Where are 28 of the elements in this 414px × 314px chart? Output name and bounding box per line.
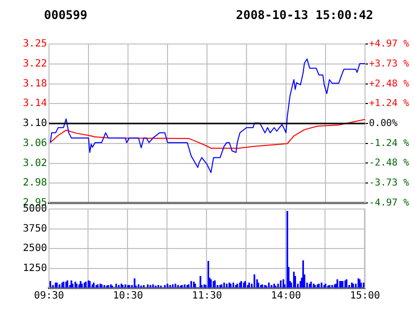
y-tick-label: 1250 — [22, 262, 47, 274]
x-tick-label: 09:30 — [34, 290, 64, 302]
y2-tick-label: -2.48 % — [369, 158, 410, 169]
x-tick-label: 10:30 — [112, 290, 144, 302]
y-tick-label: 3.18 — [22, 78, 47, 90]
y-tick-label: 2500 — [22, 243, 47, 254]
y-tick-label: 3.06 — [22, 138, 47, 149]
x-tick-label: 11:30 — [192, 290, 222, 302]
y-tick-label: 3.22 — [22, 58, 47, 70]
y2-tick-label: +1.24 % — [369, 98, 410, 110]
y-tick-label: 3.14 — [22, 98, 47, 110]
y2-tick-label: +4.97 % — [369, 38, 410, 50]
y-tick-label: 3.02 — [22, 158, 47, 169]
y2-tick-label: +3.73 % — [369, 58, 410, 70]
chart-subtitle: 2008-10-13 15:00:42 — [236, 8, 374, 22]
x-tick-label: 15:00 — [350, 290, 380, 302]
y-tick-label: 3.10 — [22, 118, 47, 130]
x-tick-label: 14:00 — [270, 290, 302, 302]
y2-tick-label: 0.00% — [369, 118, 398, 129]
y-tick-label: 5000 — [22, 204, 47, 215]
y2-tick-label: -3.73 % — [369, 178, 410, 189]
y-tick-label: 3750 — [22, 223, 47, 234]
chart-title: 000599 — [44, 8, 88, 22]
y-tick-label: 2.98 — [22, 178, 47, 189]
y-tick-label: 3.25 — [22, 38, 47, 50]
y2-tick-label: -1.24 % — [369, 138, 410, 149]
y2-tick-label: -4.97 % — [369, 197, 410, 208]
y2-tick-label: +2.48 % — [369, 78, 410, 90]
